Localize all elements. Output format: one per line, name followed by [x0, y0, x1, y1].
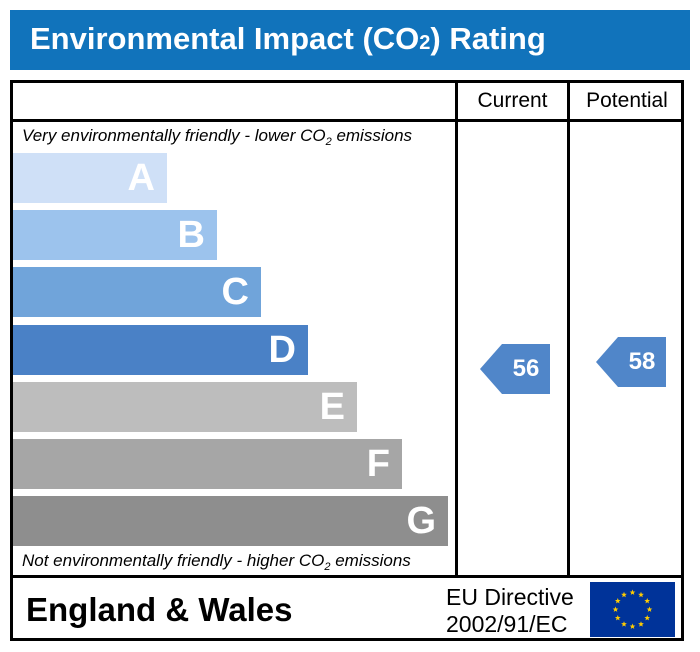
eu-star-icon [621, 591, 627, 598]
band-letter-f: F [366, 443, 390, 485]
footer-directive: EU Directive 2002/91/EC [446, 584, 574, 638]
band-letter-a: A [127, 157, 155, 199]
eu-star-icon [621, 621, 627, 627]
eu-star-icon [644, 598, 651, 604]
eu-star-icon [638, 621, 644, 627]
directive-line-1: EU Directive [446, 584, 574, 610]
band-e: E [13, 382, 357, 432]
chart-title: Environmental Impact (CO2) Rating [30, 21, 546, 56]
directive-line-2: 2002/91/EC [446, 611, 568, 637]
band-letter-g: G [406, 500, 436, 542]
eu-star-icon [614, 598, 621, 604]
caption-bottom: Not environmentally friendly - higher CO… [22, 551, 411, 573]
header-divider [10, 119, 684, 122]
band-letter-b: B [177, 214, 205, 256]
eu-flag-icon [590, 582, 675, 637]
band-letter-e: E [319, 386, 345, 428]
column-divider-potential [567, 80, 570, 578]
column-divider-current [455, 80, 458, 578]
band-a: A [13, 153, 167, 203]
eu-star-icon [629, 589, 636, 595]
eu-star-icon [638, 591, 644, 598]
potential-rating-value: 58 [628, 348, 656, 375]
column-header-potential: Potential [586, 89, 668, 112]
band-g: G [13, 496, 448, 546]
band-letter-c: C [221, 271, 249, 313]
eu-star-icon [612, 606, 619, 612]
title-bar: Environmental Impact (CO2) Rating [10, 10, 690, 70]
eu-star-icon [644, 615, 651, 621]
eu-star-icon [646, 606, 653, 612]
band-c: C [13, 267, 261, 317]
rating-frame [10, 80, 684, 641]
footer-country: England & Wales [26, 591, 293, 628]
caption-top: Very environmentally friendly - lower CO… [22, 126, 413, 148]
current-rating-value: 56 [512, 355, 540, 382]
eu-star-icon [614, 615, 621, 621]
band-d: D [13, 325, 308, 375]
eu-star-icon [629, 623, 636, 629]
band-f: F [13, 439, 402, 489]
potential-rating-arrow: 58 [596, 337, 666, 387]
current-rating-arrow: 56 [480, 344, 550, 394]
band-letter-d: D [268, 329, 296, 371]
footer-divider [10, 575, 684, 578]
band-b: B [13, 210, 217, 260]
column-header-current: Current [477, 89, 548, 112]
